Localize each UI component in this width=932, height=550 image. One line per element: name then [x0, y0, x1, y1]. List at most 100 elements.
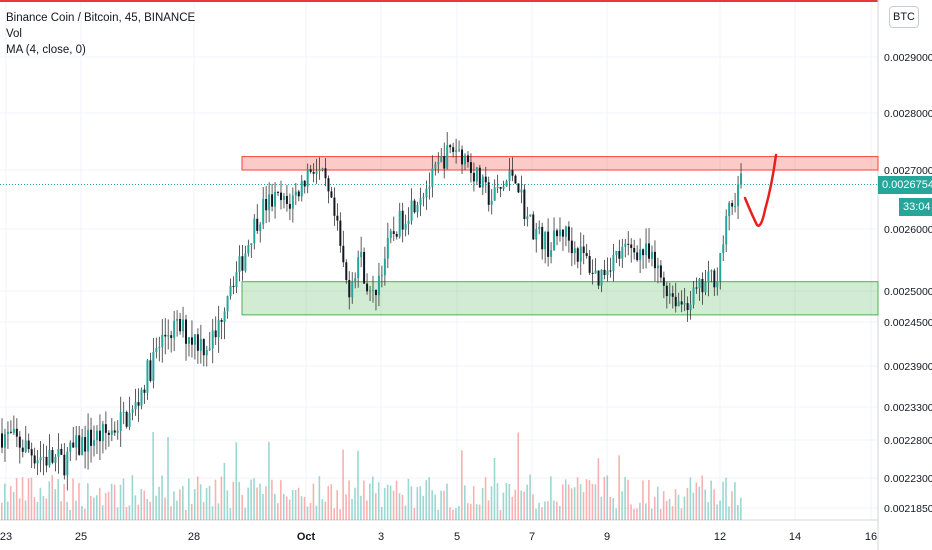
- volume-bar: [211, 506, 214, 520]
- candle-body: [695, 287, 698, 289]
- candle-body: [597, 270, 600, 286]
- candle-body: [131, 409, 134, 413]
- volume-bar: [725, 477, 727, 520]
- candle-body: [265, 199, 268, 211]
- candle-body: [116, 430, 119, 433]
- candle-body: [315, 171, 318, 174]
- volume-bar: [689, 477, 692, 520]
- candle-body: [336, 215, 339, 221]
- volume-bar: [431, 490, 433, 520]
- candle-body: [164, 334, 167, 337]
- candle-body: [262, 199, 265, 225]
- candle-body: [538, 226, 541, 229]
- volume-bar: [588, 480, 591, 520]
- volume-bar: [205, 487, 208, 520]
- volume-bar: [265, 486, 267, 520]
- x-tick-label: 25: [75, 531, 87, 543]
- volume-bar: [297, 487, 300, 520]
- volume-bar: [15, 478, 18, 520]
- candle-body: [345, 262, 348, 281]
- candle-body: [478, 167, 481, 188]
- volume-bar: [336, 490, 338, 520]
- volume-bar: [18, 498, 21, 520]
- volume-bar: [591, 484, 594, 520]
- candle-body: [624, 243, 627, 247]
- volume-bar: [327, 486, 330, 520]
- volume-bar: [69, 509, 71, 520]
- candle-body: [606, 270, 609, 276]
- volume-bar: [558, 506, 561, 520]
- volume-bar: [683, 496, 686, 520]
- candle-body: [190, 337, 193, 345]
- candle-body: [642, 249, 645, 256]
- candle-body: [366, 283, 369, 292]
- volume-bar: [490, 486, 493, 520]
- candle-body: [621, 246, 624, 259]
- candle-body: [285, 195, 288, 204]
- candle-body: [271, 194, 274, 207]
- candle-body: [327, 178, 330, 192]
- candle-body: [544, 231, 547, 250]
- candle-body: [558, 229, 561, 237]
- volume-bar: [659, 508, 662, 520]
- volume-bar: [487, 500, 490, 520]
- candle-body: [247, 245, 250, 254]
- volume-bar: [309, 502, 312, 520]
- candle-body: [57, 448, 60, 457]
- volume-bar: [437, 509, 439, 520]
- volume-bar: [603, 476, 606, 520]
- currency-button[interactable]: BTC: [889, 6, 919, 28]
- volume-bar: [170, 506, 172, 520]
- volume-bar: [146, 498, 149, 520]
- volume-bar: [722, 481, 724, 520]
- volume-bar: [244, 507, 246, 520]
- volume-bar: [600, 496, 603, 520]
- candle-body: [532, 214, 535, 240]
- volume-bar: [662, 491, 665, 520]
- candle-body: [202, 339, 205, 356]
- volume-bar: [250, 479, 252, 520]
- volume-bar: [609, 496, 612, 520]
- candle-body: [182, 319, 185, 332]
- volume-bar: [618, 455, 620, 520]
- candle-body: [196, 334, 199, 351]
- y-tick-label: 0.0027000: [884, 165, 932, 177]
- candle-body: [369, 290, 372, 292]
- volume-bar: [351, 498, 353, 520]
- candle-body: [3, 434, 6, 448]
- candle-body: [205, 349, 208, 356]
- volume-bar: [713, 489, 715, 520]
- volume-bar: [78, 483, 80, 520]
- candle-body: [431, 168, 434, 187]
- volume-bar: [455, 508, 457, 520]
- candle-body: [573, 248, 576, 254]
- candle-body: [475, 167, 478, 182]
- volume-bar: [312, 483, 315, 520]
- candle-body: [413, 200, 416, 213]
- candle-body: [306, 169, 309, 187]
- volume-bar: [110, 483, 113, 520]
- volume-bar: [624, 476, 626, 520]
- candle-body: [223, 311, 226, 322]
- candle-body: [217, 320, 220, 338]
- volume-bar: [621, 491, 623, 520]
- candle-body: [386, 237, 389, 259]
- candle-body: [437, 162, 440, 165]
- volume-bar: [737, 505, 739, 520]
- candle-body: [244, 253, 247, 271]
- candle-body: [627, 243, 630, 245]
- candle-body: [594, 270, 597, 274]
- candle-body: [725, 216, 728, 245]
- candle-body: [416, 205, 419, 213]
- volume-bar: [193, 489, 196, 520]
- candle-body: [710, 270, 713, 272]
- candle-body: [321, 168, 324, 170]
- volume-bar: [107, 491, 110, 520]
- volume-bar: [98, 487, 101, 520]
- volume-bar: [1, 502, 3, 520]
- candle-body: [72, 442, 75, 448]
- volume-bar: [366, 500, 368, 520]
- volume-bar: [187, 478, 190, 520]
- volume-bar: [226, 490, 229, 520]
